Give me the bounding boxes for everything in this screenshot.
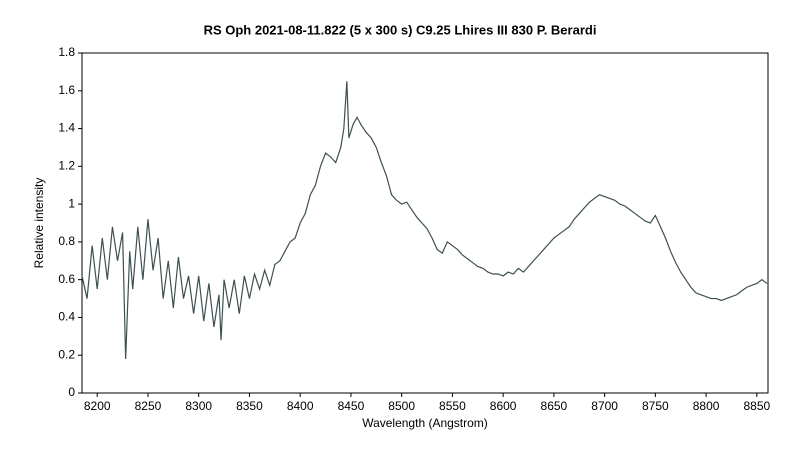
y-tick-label: 0.6 [58,272,75,286]
x-tick-label: 8300 [185,399,212,413]
x-tick-label: 8600 [490,399,517,413]
x-tick-label: 8850 [743,399,770,413]
x-tick-label: 8700 [591,399,618,413]
x-tick-label: 8750 [642,399,669,413]
x-tick-label: 8400 [287,399,314,413]
x-tick-label: 8450 [338,399,365,413]
y-tick-label: 0.2 [58,347,75,361]
y-tick-label: 1.4 [58,121,75,135]
x-tick-label: 8500 [388,399,415,413]
y-tick-label: 1.2 [58,159,75,173]
spectrum-line [81,81,768,360]
y-tick-label: 1.8 [58,45,75,59]
chart-title: RS Oph 2021-08-11.822 (5 x 300 s) C9.25 … [204,22,597,37]
y-tick-label: 0 [68,385,75,399]
x-axis-label: Wavelength (Angstrom) [362,416,488,430]
x-tick-label: 8800 [693,399,720,413]
plot-frame [81,52,769,394]
y-axis-label: Relative intensity [32,178,46,269]
x-tick-label: 8550 [439,399,466,413]
x-tick-label: 8350 [236,399,263,413]
y-tick-label: 1.6 [58,83,75,97]
x-tick-label: 8250 [135,399,162,413]
y-tick-label: 0.8 [58,234,75,248]
y-tick-label: 1 [68,196,75,210]
x-tick-label: 8200 [84,399,111,413]
y-tick-label: 0.4 [58,310,75,324]
x-tick-label: 8650 [541,399,568,413]
